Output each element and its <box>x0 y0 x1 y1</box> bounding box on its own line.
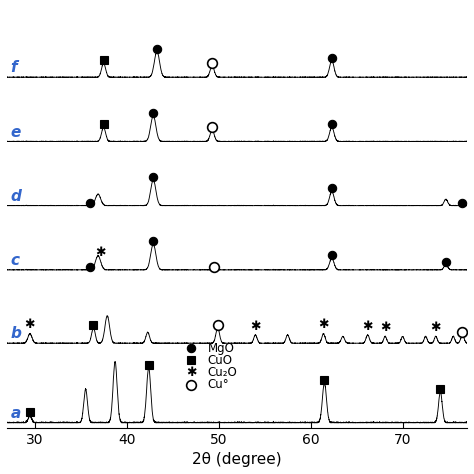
Text: CuO: CuO <box>208 354 233 367</box>
Text: MgO: MgO <box>208 342 235 355</box>
Text: ✱: ✱ <box>430 321 441 334</box>
Text: ✱: ✱ <box>250 319 261 333</box>
Text: e: e <box>10 125 21 140</box>
Text: f: f <box>10 60 17 75</box>
X-axis label: 2θ (degree): 2θ (degree) <box>192 452 282 467</box>
Text: d: d <box>10 189 21 204</box>
Text: Cu°: Cu° <box>208 378 229 392</box>
Text: b: b <box>10 327 21 341</box>
Text: ✱: ✱ <box>186 366 196 379</box>
Text: ✱: ✱ <box>363 319 373 333</box>
Text: a: a <box>10 406 21 421</box>
Text: ✱: ✱ <box>380 321 391 334</box>
Text: c: c <box>10 253 19 268</box>
Text: ✱: ✱ <box>25 318 35 331</box>
Text: Cu₂O: Cu₂O <box>208 366 237 379</box>
Text: ✱: ✱ <box>96 246 106 259</box>
Text: ✱: ✱ <box>318 318 329 331</box>
